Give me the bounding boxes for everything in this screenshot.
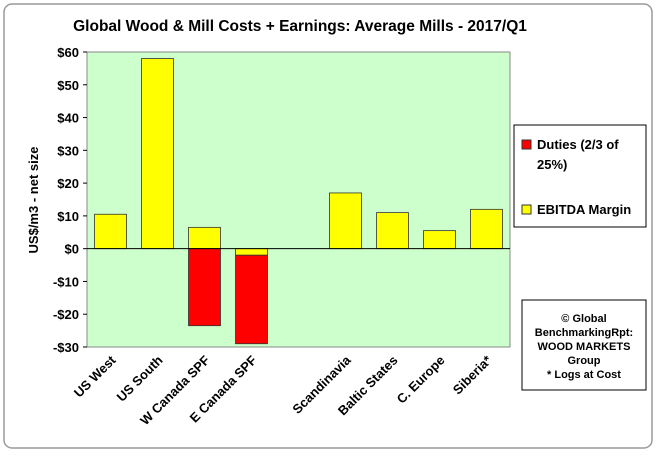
y-tick-label: $40 <box>57 111 79 126</box>
bar <box>470 208 503 250</box>
bar <box>188 248 221 327</box>
note-line: Group <box>568 355 601 367</box>
bar <box>94 213 127 250</box>
note-line: © Global <box>561 313 606 325</box>
note-line: BenchmarkingRpt: <box>535 327 633 339</box>
y-tick-label: $60 <box>57 45 79 60</box>
bar <box>423 230 456 250</box>
note-line: WOOD MARKETS <box>538 341 631 353</box>
y-tick-label: -$30 <box>53 340 79 355</box>
note-box <box>521 299 647 391</box>
bar <box>141 58 174 250</box>
bar <box>235 254 268 345</box>
y-tick-label: $10 <box>57 209 79 224</box>
y-tick-label: $0 <box>65 242 79 257</box>
y-tick-label: $30 <box>57 143 79 158</box>
bar <box>188 226 221 250</box>
bar <box>376 212 409 250</box>
legend-swatch <box>521 139 532 150</box>
legend-label: Duties (2/3 of 25%) <box>537 137 619 172</box>
y-tick-label: $20 <box>57 176 79 191</box>
y-axis-label: US$/m3 - net size <box>26 147 41 254</box>
y-tick-label: $50 <box>57 78 79 93</box>
legend-label: EBITDA Margin <box>537 202 631 217</box>
legend-swatch <box>521 204 532 215</box>
y-tick-label: -$10 <box>53 274 79 289</box>
y-tick-label: -$20 <box>53 307 79 322</box>
chart-title: Global Wood & Mill Costs + Earnings: Ave… <box>73 18 527 35</box>
bar <box>329 192 362 250</box>
legend-box <box>513 124 647 228</box>
bar <box>235 248 268 256</box>
note-line: * Logs at Cost <box>547 369 621 381</box>
